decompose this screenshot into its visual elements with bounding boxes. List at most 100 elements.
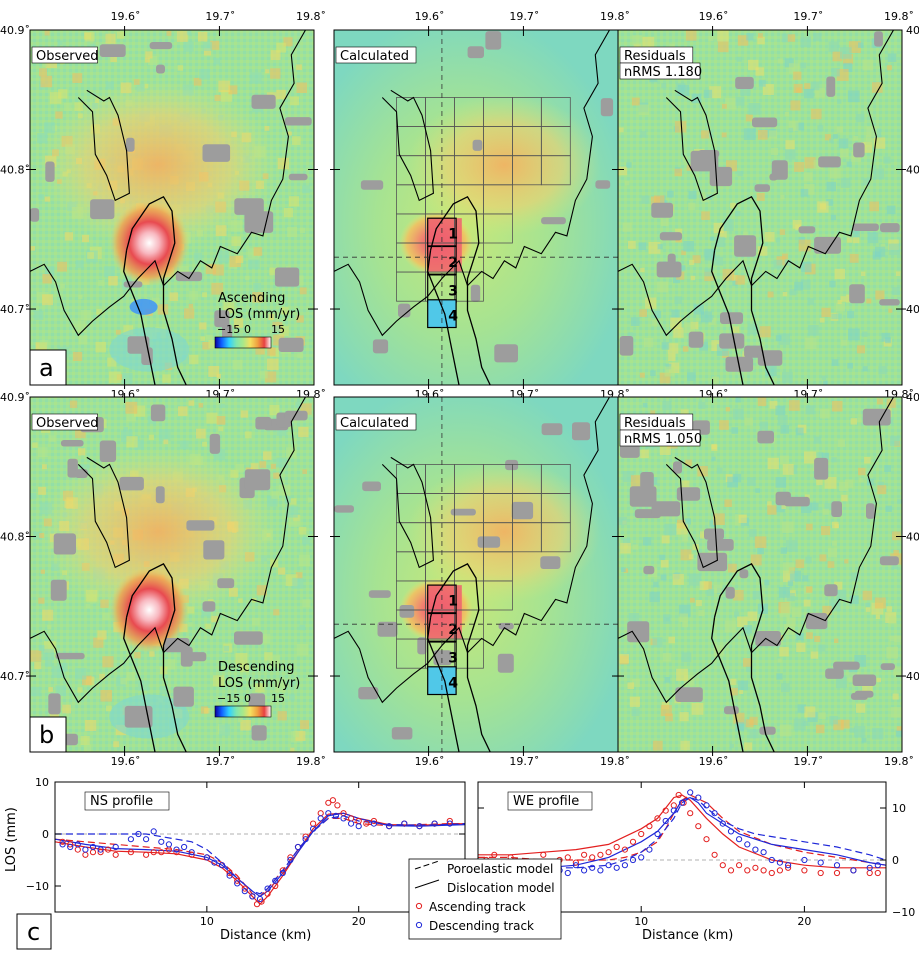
masked-area [244,211,274,233]
pixel [40,75,53,88]
pixel [58,89,68,99]
pixel [75,668,87,680]
pixel [42,62,47,68]
pixel [640,267,645,273]
pixel [810,502,819,511]
source-number-4: 4 [448,675,458,691]
pixel [652,740,663,751]
pixel [39,339,49,349]
pixel [711,376,719,384]
pixel [298,526,307,535]
pixel [720,231,727,238]
pixel [837,439,845,447]
pixel [287,227,298,237]
data-point-descending [670,807,677,814]
pixel [887,53,897,63]
data-point-ascending [226,869,233,877]
pixel [856,703,866,713]
pixel [736,56,742,62]
coastline-main [618,30,894,337]
masked-area [55,652,85,660]
pixel [795,559,805,569]
pixel [289,679,296,687]
pixel [859,477,864,483]
pixel [133,439,144,450]
masked-area [203,540,225,560]
pixel [183,41,194,52]
data-point-ascending [703,836,710,843]
pixel [149,651,155,657]
data-point-ascending [736,862,743,869]
legend-label: Dislocation model [447,881,555,895]
pixel [269,267,278,276]
pixel [875,290,885,300]
pixel [824,477,837,489]
pixel [217,251,230,263]
pixel [894,635,902,642]
masked-area [368,590,391,598]
pixel [296,64,302,71]
map-frame [617,396,903,753]
pixel [713,644,725,656]
data-point-descending [776,859,784,866]
pixel [701,194,709,203]
pixel [214,449,226,461]
pixel [698,610,705,617]
pixel [632,679,640,687]
pixel [667,190,674,198]
legend-item: Ascending track [415,900,526,914]
legend: Poroelastic model Dislocation model Ascend… [408,858,562,940]
pixel [780,547,787,554]
pixel [162,374,171,383]
pixel [798,239,811,252]
pixel [748,103,761,115]
lon-label: 19.7˚ [205,10,235,23]
grid-cell [482,213,513,244]
lat-label: 40.8˚ [0,164,30,177]
pixel [821,526,831,536]
pixel [750,554,762,566]
pixel [63,102,72,111]
pixel [829,715,838,725]
masked-area [234,631,263,645]
pixel [832,521,839,529]
pixel [256,585,267,596]
pixel [704,268,713,277]
data-point-ascending [675,791,682,799]
pixel [800,188,809,197]
pixel [826,181,836,192]
pixel [235,653,248,665]
pixel [779,724,792,737]
pixel [796,642,806,652]
pixel [777,658,782,663]
masked-area [202,601,216,612]
masked-area [725,586,735,599]
data-point-descending [605,862,612,869]
pixel [250,72,262,84]
pixel [121,372,133,384]
pixel [639,309,647,317]
data-point-ascending [105,846,112,853]
pixel [30,492,37,500]
pixel [679,712,689,722]
pixel [276,425,287,436]
data-point-descending [597,867,604,874]
pixel [123,426,128,431]
pixel [737,170,743,177]
pixel [75,260,84,268]
pixel [199,68,210,80]
pixel [98,279,105,286]
masked-area [494,344,518,363]
pixel [206,412,218,424]
pixel [775,238,781,243]
pixel [782,253,788,260]
masked-area [125,137,135,152]
pixel [677,84,689,96]
pixel [780,425,789,434]
pixel [97,630,107,640]
lagoon-outline [429,195,491,385]
pixel [681,250,686,256]
source-box-1 [427,584,457,614]
lon-label: 19.8˚ [600,755,630,768]
pixel [653,310,662,319]
